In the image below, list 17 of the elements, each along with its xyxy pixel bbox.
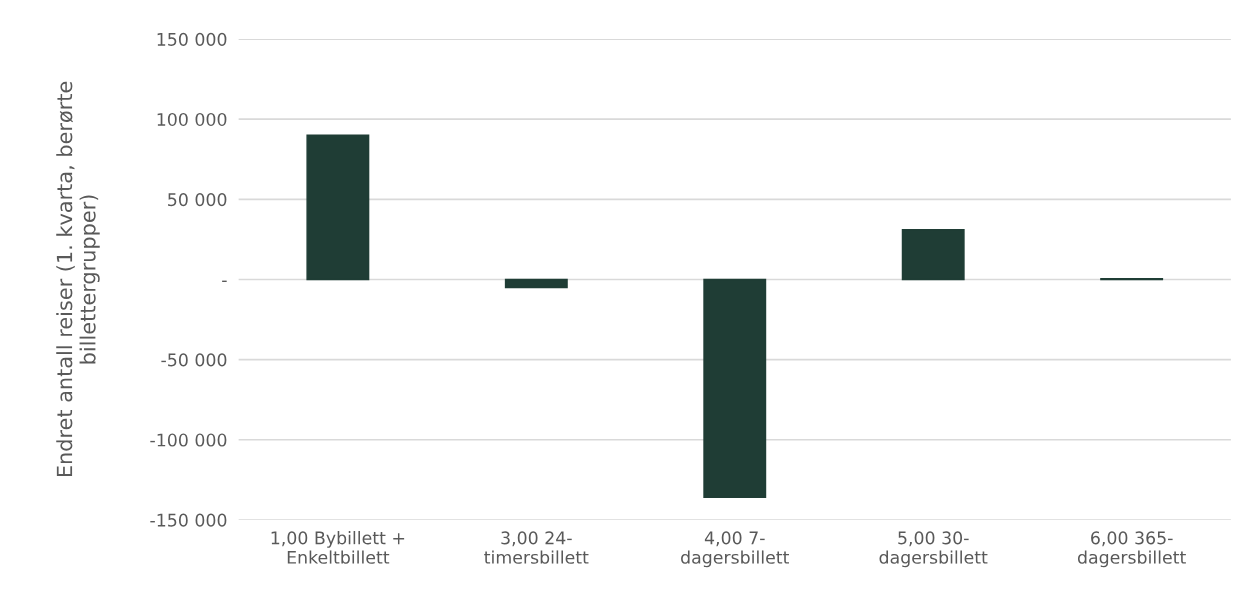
x-tick-label: 4,00 7- dagersbillett [681,531,790,568]
y-tick-label: 150 000 [157,32,227,46]
y-tick-label: - [222,280,227,282]
x-tick-label: 1,00 Bybillett + Enkeltbillett [271,530,405,564]
y-tick-label: -50 000 [161,353,227,367]
x-tick-label: 5,00 30- dagersbillett [879,531,988,568]
y-tick-label: 50 000 [168,193,227,207]
y-tick-label: -150 000 [150,513,227,527]
bar [306,134,370,281]
y-tick-label: 100 000 [157,112,227,127]
bar [504,278,568,289]
x-tick-label: 6,00 365- dagersbillett [1077,531,1186,568]
y-axis-title: Endret antall reiser (1. kvarta, berørte billettergrupper) [56,81,100,477]
bar [901,229,965,281]
y-tick-label: -100 000 [150,433,227,447]
bar [703,278,767,499]
x-tick-label: 3,00 24- timersbillett [484,531,589,564]
